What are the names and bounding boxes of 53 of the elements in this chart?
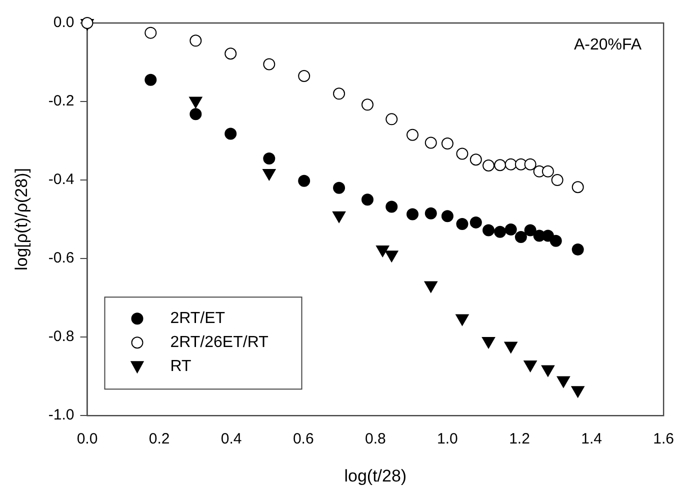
point	[482, 224, 495, 236]
point	[361, 194, 374, 206]
point	[456, 314, 469, 326]
point	[262, 168, 276, 180]
point	[556, 376, 570, 388]
x-tick-label: 1.2	[509, 430, 530, 448]
legend-label: 2RT/ET	[170, 310, 226, 328]
point	[406, 208, 419, 220]
x-tick-label: 1.4	[581, 430, 602, 448]
y-axis-title: log[ρ(t)/ρ(28)]	[12, 168, 31, 271]
y-tick-label: -1.0	[48, 406, 74, 424]
x-tick-label: 0.0	[76, 430, 98, 448]
legend-label: RT	[170, 358, 192, 376]
x-axis-title: log(t/28)	[344, 466, 407, 486]
y-tick-label: -0.8	[48, 328, 74, 346]
point	[144, 74, 157, 86]
point	[441, 210, 454, 222]
point	[376, 246, 390, 258]
point	[424, 281, 438, 293]
y-tick-label: 0.0	[53, 14, 74, 32]
point	[456, 218, 468, 230]
point	[332, 211, 346, 223]
point	[190, 108, 202, 120]
x-tick-label: 0.2	[148, 430, 170, 448]
point	[571, 386, 584, 398]
annotation: A-20%FA	[574, 36, 642, 54]
x-tick-label: 0.8	[364, 430, 386, 448]
point	[494, 226, 506, 238]
point	[224, 128, 237, 140]
point	[524, 224, 536, 236]
x-tick-label: 1.6	[653, 430, 674, 448]
point	[333, 182, 346, 194]
point	[424, 207, 437, 220]
y-tick-label: -0.6	[48, 250, 74, 267]
point	[550, 234, 562, 247]
legend-label: 2RT/26ET/RT	[170, 334, 269, 352]
point	[504, 224, 517, 236]
x-tick-label: 1.0	[437, 430, 458, 448]
x-tick-label: 0.6	[292, 430, 314, 448]
point	[263, 152, 276, 164]
point	[572, 244, 584, 256]
point	[385, 250, 398, 262]
point	[524, 360, 537, 372]
y-tick-label: -0.2	[48, 92, 74, 110]
point	[482, 337, 496, 349]
x-tick-label: 0.4	[220, 430, 242, 448]
point	[470, 216, 482, 228]
point	[386, 200, 398, 213]
y-tick-label: -0.4	[48, 171, 74, 188]
point	[514, 230, 527, 243]
point	[541, 365, 555, 377]
point	[298, 174, 310, 187]
point	[504, 342, 518, 354]
